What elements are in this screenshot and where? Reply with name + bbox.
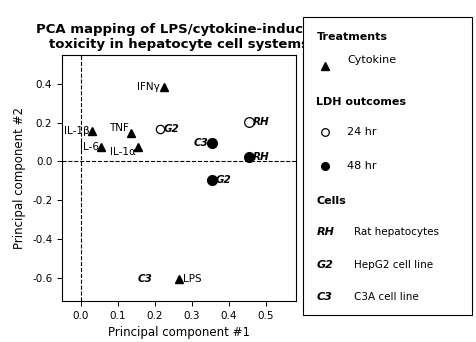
Text: Treatments: Treatments (316, 32, 387, 42)
Text: HepG2 cell line: HepG2 cell line (353, 260, 432, 269)
Text: RH: RH (253, 117, 269, 127)
Text: IL-1β: IL-1β (64, 126, 89, 136)
Text: LDH outcomes: LDH outcomes (316, 97, 406, 107)
X-axis label: Principal component #1: Principal component #1 (108, 326, 249, 339)
Text: IL-1α: IL-1α (110, 147, 136, 157)
Text: C3: C3 (193, 138, 208, 148)
Text: IL-6: IL-6 (80, 142, 99, 152)
Text: Cells: Cells (316, 196, 346, 206)
Text: 48 hr: 48 hr (346, 161, 376, 171)
Text: C3A cell line: C3A cell line (353, 292, 417, 302)
Text: TNF: TNF (109, 123, 129, 133)
Text: Rat hepatocytes: Rat hepatocytes (353, 227, 438, 237)
Text: 24 hr: 24 hr (346, 127, 376, 137)
FancyBboxPatch shape (302, 17, 471, 315)
Text: C3: C3 (316, 292, 332, 302)
Text: C3: C3 (138, 274, 153, 284)
Text: G2: G2 (316, 260, 333, 269)
Text: RH: RH (253, 153, 269, 162)
Text: G2: G2 (216, 175, 231, 185)
Title: PCA mapping of LPS/cytokine-induced
toxicity in hepatocyte cell systems: PCA mapping of LPS/cytokine-induced toxi… (36, 23, 321, 51)
Text: LPS: LPS (182, 274, 201, 284)
Y-axis label: Principal component #2: Principal component #2 (13, 107, 27, 249)
Text: G2: G2 (164, 124, 179, 134)
Text: RH: RH (316, 227, 334, 237)
Text: Cytokine: Cytokine (346, 55, 395, 65)
Text: IFNγ: IFNγ (137, 82, 160, 92)
